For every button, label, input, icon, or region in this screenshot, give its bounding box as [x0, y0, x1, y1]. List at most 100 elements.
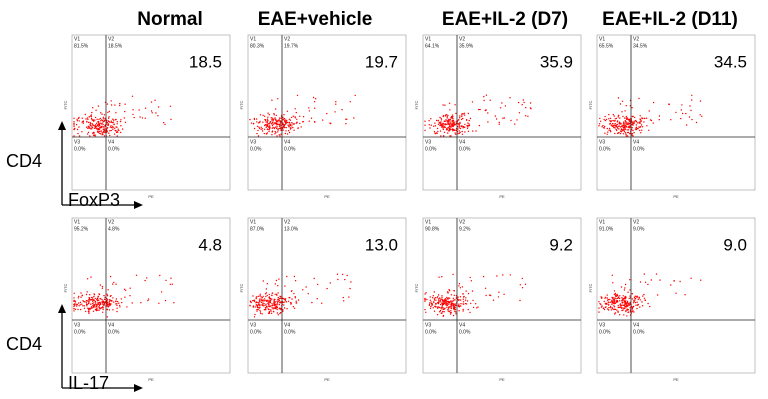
event-dot — [629, 307, 630, 308]
event-dot — [626, 105, 627, 106]
y-axis-name: FITC — [588, 100, 593, 109]
quadrant-name: V1 — [74, 219, 80, 225]
event-dot — [82, 118, 83, 119]
event-dot — [308, 293, 309, 294]
event-dot — [602, 125, 603, 126]
event-dot — [659, 115, 660, 116]
event-dot — [434, 298, 435, 299]
x-axis-name: PE — [673, 194, 679, 199]
event-dot — [614, 313, 615, 314]
event-dot — [264, 298, 265, 299]
event-dot — [303, 116, 304, 117]
event-dot — [259, 300, 260, 301]
event-dot — [432, 297, 433, 298]
event-dot — [446, 120, 447, 121]
event-dot — [259, 121, 260, 122]
event-dot — [429, 124, 430, 125]
event-dot — [276, 305, 277, 306]
event-dot — [132, 114, 133, 115]
event-dot — [468, 123, 469, 124]
event-dot — [619, 117, 620, 118]
event-dot — [263, 303, 264, 304]
event-dot — [453, 299, 454, 300]
event-dot — [455, 124, 456, 125]
event-dot — [440, 310, 441, 311]
event-dot — [284, 285, 285, 286]
event-dot — [623, 314, 624, 315]
event-dot — [277, 312, 278, 313]
event-dot — [257, 130, 258, 131]
event-dot — [282, 302, 283, 303]
quadrant-percent: 0.0% — [108, 146, 120, 152]
quadrant-name: V2 — [284, 36, 290, 42]
event-dot — [80, 304, 81, 305]
event-dot — [86, 121, 87, 122]
event-dot — [429, 302, 430, 303]
event-dot — [670, 284, 671, 285]
event-dot — [254, 316, 255, 317]
event-dot — [73, 310, 74, 311]
event-dot — [77, 304, 78, 305]
event-dot — [608, 309, 609, 310]
event-dot — [476, 307, 477, 308]
event-dot — [463, 113, 464, 114]
event-dot — [88, 313, 89, 314]
event-dot — [275, 294, 276, 295]
event-dot — [275, 119, 276, 120]
event-dot — [111, 100, 112, 101]
event-dot — [469, 120, 470, 121]
event-dot — [615, 123, 616, 124]
event-dot — [599, 123, 600, 124]
event-dot — [520, 284, 521, 285]
event-dot — [430, 301, 431, 302]
event-dot — [623, 123, 624, 124]
event-dot — [91, 119, 92, 120]
event-dot — [173, 302, 174, 303]
event-dot — [292, 127, 293, 128]
event-dot — [479, 109, 480, 110]
event-dot — [645, 300, 646, 301]
event-dot — [640, 132, 641, 133]
event-dot — [120, 121, 121, 122]
y-axis-name: FITC — [63, 283, 68, 292]
event-dot — [510, 120, 511, 121]
event-dot — [501, 102, 502, 103]
event-dot — [285, 133, 286, 134]
event-dot — [485, 288, 486, 289]
quadrant-name: V3 — [425, 139, 431, 145]
event-dot — [499, 122, 500, 123]
event-dot — [614, 115, 615, 116]
event-dot — [98, 105, 99, 106]
event-dot — [604, 126, 605, 127]
event-dot — [449, 103, 450, 104]
event-dot — [97, 299, 98, 300]
event-dot — [430, 308, 431, 309]
event-dot — [639, 306, 640, 307]
event-dot — [104, 135, 105, 136]
event-dot — [343, 300, 344, 301]
event-dot — [490, 295, 491, 296]
event-dot — [625, 122, 626, 123]
event-dot — [618, 132, 619, 133]
event-dot — [464, 127, 465, 128]
event-dot — [266, 127, 267, 128]
event-dot — [483, 100, 484, 101]
event-dot — [460, 305, 461, 306]
event-dot — [95, 117, 96, 118]
event-dot — [158, 303, 159, 304]
event-dot — [453, 309, 454, 310]
event-dot — [86, 305, 87, 306]
event-dot — [454, 130, 455, 131]
event-dot — [639, 130, 640, 131]
event-dot — [450, 122, 451, 123]
event-dot — [266, 300, 267, 301]
event-dot — [640, 299, 641, 300]
quadrant-name: V4 — [459, 322, 465, 328]
event-dot — [514, 123, 515, 124]
event-dot — [132, 302, 133, 303]
event-dot — [435, 300, 436, 301]
event-dot — [600, 121, 601, 122]
event-dot — [453, 298, 454, 299]
x-axis-name: PE — [324, 377, 330, 382]
event-dot — [96, 126, 97, 127]
